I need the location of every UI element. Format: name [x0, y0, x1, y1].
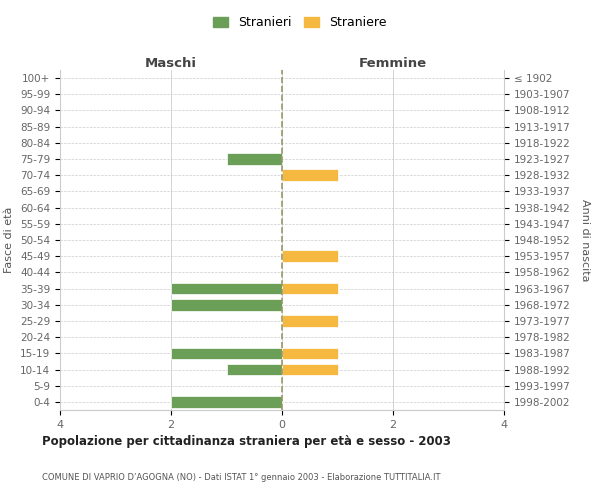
Text: Popolazione per cittadinanza straniera per età e sesso - 2003: Popolazione per cittadinanza straniera p…	[42, 435, 451, 448]
Text: COMUNE DI VAPRIO D’AGOGNA (NO) - Dati ISTAT 1° gennaio 2003 - Elaborazione TUTTI: COMUNE DI VAPRIO D’AGOGNA (NO) - Dati IS…	[42, 473, 440, 482]
Y-axis label: Fasce di età: Fasce di età	[4, 207, 14, 273]
Text: Maschi: Maschi	[145, 57, 197, 70]
Bar	[227, 153, 282, 165]
Bar	[171, 282, 282, 294]
Bar	[282, 315, 337, 327]
Text: Femmine: Femmine	[359, 57, 427, 70]
Bar	[282, 348, 337, 359]
Bar	[282, 250, 337, 262]
Bar	[171, 396, 282, 407]
Bar	[171, 348, 282, 359]
Legend: Stranieri, Straniere: Stranieri, Straniere	[208, 11, 392, 34]
Bar	[282, 282, 337, 294]
Bar	[282, 170, 337, 181]
Y-axis label: Anni di nascita: Anni di nascita	[580, 198, 590, 281]
Bar	[282, 364, 337, 376]
Bar	[227, 364, 282, 376]
Bar	[171, 299, 282, 310]
